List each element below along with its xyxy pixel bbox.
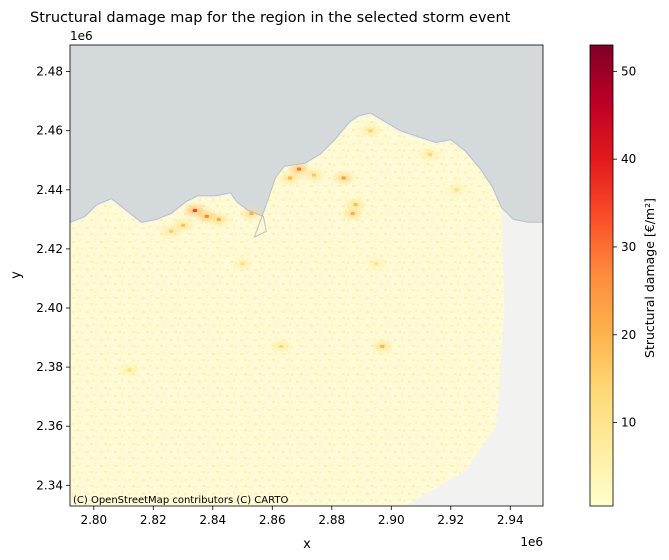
y-axis-label: y bbox=[9, 271, 24, 279]
hotspot bbox=[127, 368, 132, 372]
colorbar-label: Structural damage [€/m²] bbox=[642, 198, 657, 358]
hotspot bbox=[297, 167, 302, 171]
y-tick-label: 2.38 bbox=[36, 360, 63, 374]
colorbar-tick-label: 30 bbox=[621, 240, 636, 254]
plot-frame bbox=[69, 44, 544, 507]
hotspot bbox=[249, 211, 254, 215]
colorbar-tick-label: 20 bbox=[621, 328, 636, 342]
x-tick-label: 2.82 bbox=[140, 513, 167, 527]
hotspot bbox=[216, 217, 221, 221]
hotspot bbox=[350, 211, 355, 215]
y-tick-label: 2.42 bbox=[36, 242, 63, 256]
damage-region bbox=[70, 115, 505, 506]
x-tick-label: 2.80 bbox=[80, 513, 107, 527]
y-tick-label: 2.44 bbox=[36, 183, 63, 197]
y-tick-label: 2.34 bbox=[36, 478, 63, 492]
hotspot bbox=[427, 152, 432, 156]
colorbar-tick-label: 50 bbox=[621, 64, 636, 78]
x-offset-label: 1e6 bbox=[520, 535, 543, 549]
hotspot bbox=[454, 188, 459, 192]
damage-hotspots bbox=[120, 125, 466, 376]
hotspot bbox=[380, 344, 385, 348]
colorbar-tick-label: 40 bbox=[621, 152, 636, 166]
x-tick-label: 2.90 bbox=[378, 513, 405, 527]
colorbar bbox=[589, 44, 614, 507]
hotspot bbox=[279, 344, 284, 348]
hotspot bbox=[181, 223, 186, 227]
colorbar-ticks: 10 20 30 40 50 bbox=[613, 64, 636, 430]
hotspot bbox=[192, 208, 197, 212]
hotspot bbox=[374, 262, 379, 266]
y-tick-label: 2.48 bbox=[36, 65, 63, 79]
hotspot bbox=[288, 176, 293, 180]
y-tick-label: 2.36 bbox=[36, 419, 63, 433]
x-axis-ticks: 2.80 2.82 2.84 2.86 2.88 2.90 2.92 2.94 bbox=[80, 506, 524, 527]
coastline bbox=[70, 112, 543, 239]
hotspot bbox=[341, 176, 346, 180]
x-tick-label: 2.94 bbox=[497, 513, 524, 527]
x-tick-label: 2.88 bbox=[318, 513, 345, 527]
colorbar-tick-label: 10 bbox=[621, 416, 636, 430]
y-offset-label: 1e6 bbox=[70, 29, 93, 43]
x-tick-label: 2.84 bbox=[199, 513, 226, 527]
y-tick-label: 2.40 bbox=[36, 301, 63, 315]
hotspot bbox=[368, 129, 373, 133]
hotspot bbox=[353, 203, 358, 207]
x-axis-label: x bbox=[303, 537, 311, 552]
chart-title: Structural damage map for the region in … bbox=[30, 10, 511, 26]
x-tick-label: 2.92 bbox=[437, 513, 464, 527]
hotspot bbox=[240, 262, 245, 266]
plot-area bbox=[70, 45, 543, 506]
hotspot bbox=[311, 173, 316, 177]
hotspot bbox=[204, 214, 209, 218]
basemap-attribution: (C) OpenStreetMap contributors (C) CARTO bbox=[73, 495, 288, 506]
x-tick-label: 2.86 bbox=[259, 513, 286, 527]
y-tick-label: 2.46 bbox=[36, 124, 63, 138]
hotspot bbox=[169, 229, 174, 233]
y-axis-ticks: 2.34 2.36 2.38 2.40 2.42 2.44 2.46 2.48 bbox=[36, 65, 70, 492]
